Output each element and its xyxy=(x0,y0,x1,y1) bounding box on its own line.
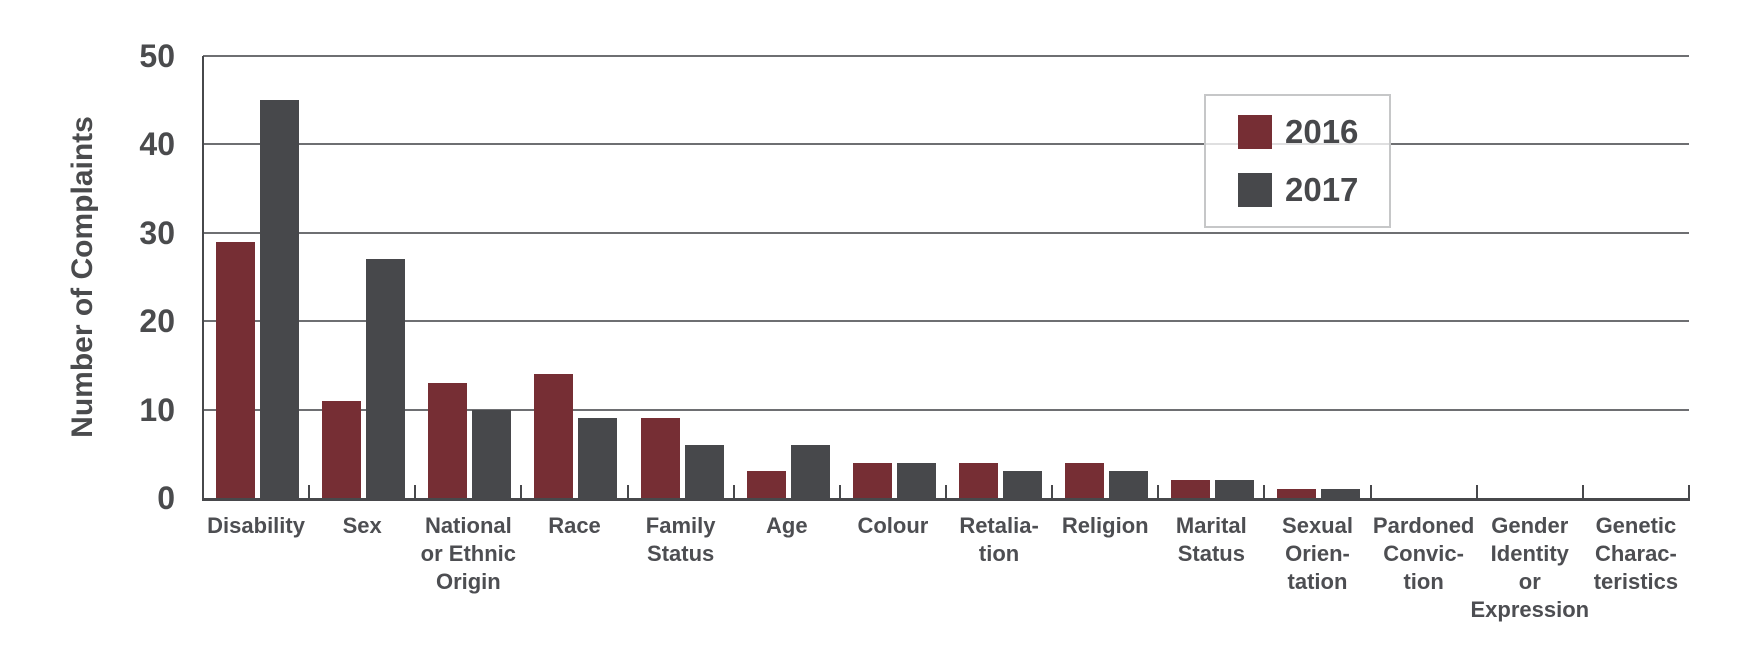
legend-swatch-2017 xyxy=(1238,173,1272,207)
x-category-label: Sexual Orien-tation xyxy=(1282,513,1353,594)
bar-2016-family-status xyxy=(640,418,680,498)
legend-label-2017: 2017 xyxy=(1285,171,1359,208)
bar-2016-retaliation xyxy=(959,462,998,498)
x-axis-line xyxy=(202,498,1690,501)
bar-2017-race xyxy=(578,418,618,498)
y-tick-label-40: 40 xyxy=(139,126,175,163)
bar-2016-age xyxy=(746,471,786,498)
x-category-label: Religion xyxy=(1061,513,1149,538)
gridline-20 xyxy=(203,320,1689,323)
x-axis-tick xyxy=(732,485,735,498)
x-axis-tick xyxy=(414,485,417,498)
x-axis-tick xyxy=(626,485,629,498)
bar-2017-age xyxy=(790,444,830,498)
bar-2016-marital-status xyxy=(1171,480,1211,498)
y-axis-line xyxy=(202,56,204,501)
x-axis-tick xyxy=(1581,485,1584,498)
legend: 2016 2017 xyxy=(1204,94,1391,228)
bar-2017-colour xyxy=(896,462,936,498)
x-axis-tick xyxy=(838,485,841,498)
x-category-label: Age xyxy=(766,513,808,538)
bar-2016-sex xyxy=(322,400,362,498)
bar-2017-marital-status xyxy=(1215,480,1255,498)
x-axis-tick xyxy=(1263,485,1266,498)
gridline-50 xyxy=(203,55,1689,57)
bar-2017-family-status xyxy=(684,444,724,498)
x-category-label: Retalia-tion xyxy=(959,513,1039,566)
x-axis-tick xyxy=(1157,485,1160,498)
y-tick-label-0: 0 xyxy=(157,480,175,516)
x-category-label: Family Status xyxy=(645,513,716,566)
legend-item-2017: 2017 xyxy=(1238,173,1389,207)
x-category-label: Disability xyxy=(207,513,305,538)
bar-2016-disability xyxy=(216,241,255,498)
x-axis-tick xyxy=(1688,485,1690,498)
x-category-label: Colour xyxy=(857,513,929,538)
y-tick-label-10: 10 xyxy=(139,391,175,428)
x-category-label: National or Ethnic Origin xyxy=(420,513,517,594)
x-category-label: Gender Identity or Expression xyxy=(1470,513,1590,622)
x-category-label: Sex xyxy=(342,513,382,538)
y-axis-title: Number of Complaints xyxy=(66,116,99,438)
bar-2017-religion xyxy=(1109,471,1149,498)
x-axis-tick xyxy=(1369,485,1372,498)
y-tick-label-30: 30 xyxy=(139,214,175,251)
bar-2016-race xyxy=(534,374,574,498)
x-axis-tick xyxy=(520,485,523,498)
x-category-label: Race xyxy=(548,513,601,538)
bar-2017-national-or-ethnic-origin xyxy=(472,409,512,498)
bar-2017-sex xyxy=(366,259,406,498)
y-tick-label-20: 20 xyxy=(139,303,175,340)
gridline-10 xyxy=(203,408,1689,411)
gridline-40 xyxy=(203,143,1689,146)
bar-2017-disability xyxy=(260,100,299,498)
x-axis-tick xyxy=(1475,485,1478,498)
x-category-label: Marital Status xyxy=(1175,513,1247,566)
bar-2017-retaliation xyxy=(1003,471,1042,498)
x-category-label: Genetic Charac-teristics xyxy=(1593,513,1679,594)
legend-swatch-2016 xyxy=(1238,115,1272,149)
bar-2016-national-or-ethnic-origin xyxy=(428,383,468,498)
bar-2016-sexual-orientation xyxy=(1277,489,1317,498)
y-tick-label-50: 50 xyxy=(139,38,175,74)
x-axis-tick xyxy=(1051,485,1054,498)
legend-item-2016: 2016 xyxy=(1238,115,1389,149)
x-axis-tick xyxy=(308,485,311,498)
legend-label-2016: 2016 xyxy=(1285,113,1359,150)
bar-2016-colour xyxy=(852,462,892,498)
x-category-label: Pardoned Convic-tion xyxy=(1372,513,1475,594)
bar-2017-sexual-orientation xyxy=(1321,489,1361,498)
bar-2016-religion xyxy=(1065,462,1105,498)
gridline-30 xyxy=(203,231,1689,234)
x-axis-tick xyxy=(945,485,947,498)
